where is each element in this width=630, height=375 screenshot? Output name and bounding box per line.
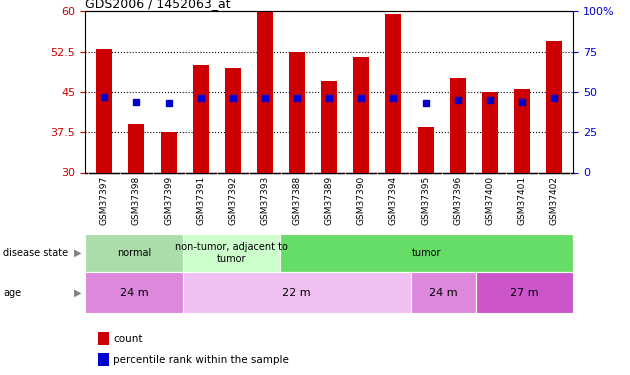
Bar (514, 89, 530, 172)
Text: ▶: ▶ (74, 248, 82, 258)
Text: GSM37398: GSM37398 (132, 176, 141, 225)
Bar (183, 272, 411, 313)
Bar (418, 127, 433, 172)
Bar (321, 81, 337, 172)
Text: 22 m: 22 m (282, 288, 311, 297)
Text: GDS2006 / 1452063_at: GDS2006 / 1452063_at (85, 0, 231, 10)
Text: tumor: tumor (412, 248, 442, 258)
Text: GSM37394: GSM37394 (389, 176, 398, 225)
Text: GSM37390: GSM37390 (357, 176, 366, 225)
Text: percentile rank within the sample: percentile rank within the sample (113, 355, 289, 365)
Text: disease state: disease state (3, 248, 68, 258)
Bar (476, 272, 573, 313)
Text: GSM37393: GSM37393 (260, 176, 270, 225)
Bar (85, 234, 183, 272)
Text: GSM37392: GSM37392 (228, 176, 238, 225)
Bar (85, 272, 183, 313)
Bar (482, 92, 498, 172)
Bar (450, 78, 466, 172)
Text: GSM37402: GSM37402 (549, 176, 559, 225)
Text: GSM37395: GSM37395 (421, 176, 430, 225)
Text: GSM37391: GSM37391 (196, 176, 205, 225)
Bar (193, 65, 209, 172)
Text: GSM37400: GSM37400 (485, 176, 495, 225)
Text: count: count (113, 334, 143, 344)
Bar (161, 132, 176, 172)
Bar (289, 52, 305, 172)
Bar (386, 14, 401, 173)
Text: ▶: ▶ (74, 288, 82, 297)
Text: 24 m: 24 m (120, 288, 148, 297)
Text: normal: normal (117, 248, 151, 258)
Text: non-tumor, adjacent to
tumor: non-tumor, adjacent to tumor (175, 242, 288, 264)
Text: GSM37401: GSM37401 (517, 176, 527, 225)
Bar (225, 68, 241, 172)
Bar (257, 11, 273, 173)
Text: 24 m: 24 m (429, 288, 457, 297)
Text: 27 m: 27 m (510, 288, 539, 297)
Bar (411, 272, 476, 313)
Text: GSM37399: GSM37399 (164, 176, 173, 225)
Bar (96, 49, 112, 172)
Bar (353, 57, 369, 172)
Text: age: age (3, 288, 21, 297)
Bar (183, 234, 280, 272)
Bar (280, 234, 573, 272)
Bar (129, 124, 144, 172)
Text: GSM37388: GSM37388 (292, 176, 302, 225)
Bar (546, 41, 562, 172)
Text: GSM37397: GSM37397 (100, 176, 109, 225)
Text: GSM37396: GSM37396 (453, 176, 462, 225)
Text: GSM37389: GSM37389 (324, 176, 334, 225)
